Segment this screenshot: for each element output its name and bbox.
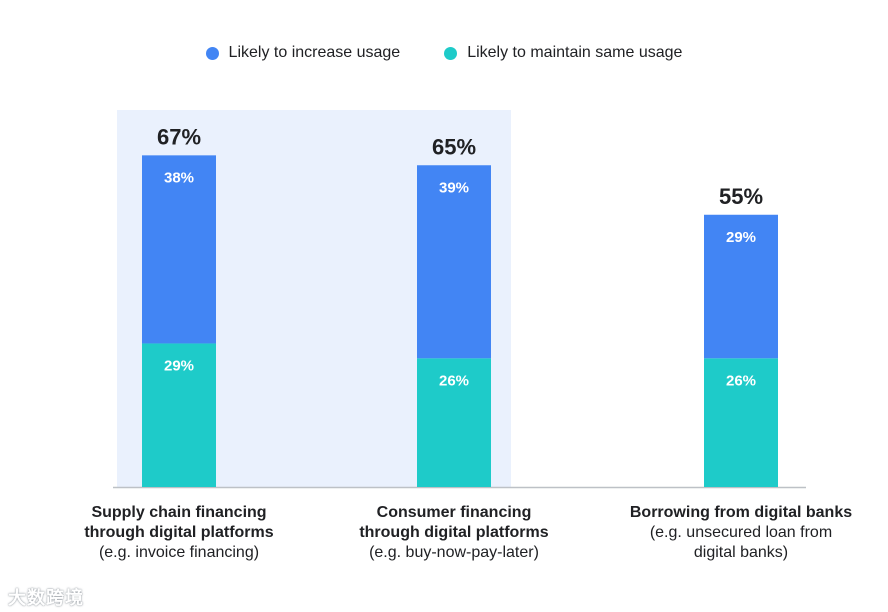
legend: Likely to increase usage Likely to maint… — [0, 44, 888, 62]
category-label-line2: through digital platforms — [359, 524, 549, 541]
bar-segment-increase — [704, 214, 778, 359]
legend-swatch-increase — [205, 46, 219, 60]
data-label-increase: 39% — [439, 179, 469, 196]
category-label-line3: digital banks) — [693, 544, 789, 561]
category-label-line2: (e.g. unsecured loan from — [649, 524, 833, 541]
data-label-maintain: 29% — [164, 357, 194, 374]
legend-label-maintain: Likely to maintain same usage — [467, 44, 683, 61]
category-label-line1: Supply chain financing — [91, 504, 267, 521]
legend-label-increase: Likely to increase usage — [228, 44, 401, 61]
bar-segment-maintain — [142, 343, 216, 487]
category-label-line2: through digital platforms — [84, 524, 274, 541]
data-label-increase: 38% — [164, 169, 194, 186]
category-label-supply-chain: Supply chain financing through digital p… — [49, 503, 309, 563]
legend-item-increase: Likely to increase usage — [205, 44, 401, 62]
total-label: 67% — [157, 124, 201, 149]
category-label-line3: (e.g. buy-now-pay-later) — [369, 544, 539, 561]
legend-swatch-maintain — [444, 46, 458, 60]
data-label-maintain: 26% — [726, 372, 756, 389]
watermark: 大数跨境 — [8, 588, 84, 608]
bar-segment-increase — [142, 155, 216, 344]
bar-segment-maintain — [704, 358, 778, 487]
legend-item-maintain: Likely to maintain same usage — [444, 44, 682, 62]
data-label-maintain: 26% — [439, 372, 469, 389]
bar-segment-increase — [417, 165, 491, 359]
total-label: 65% — [432, 134, 476, 159]
category-label-line3: (e.g. invoice financing) — [98, 544, 260, 561]
category-label-consumer: Consumer financing through digital platf… — [324, 503, 584, 563]
bar-segment-maintain — [417, 358, 491, 487]
category-label-line1: Borrowing from digital banks — [629, 504, 853, 521]
category-label-digital-banks: Borrowing from digital banks (e.g. unsec… — [611, 503, 871, 563]
total-label: 55% — [719, 184, 763, 209]
category-label-line1: Consumer financing — [376, 504, 532, 521]
data-label-increase: 29% — [726, 229, 756, 246]
